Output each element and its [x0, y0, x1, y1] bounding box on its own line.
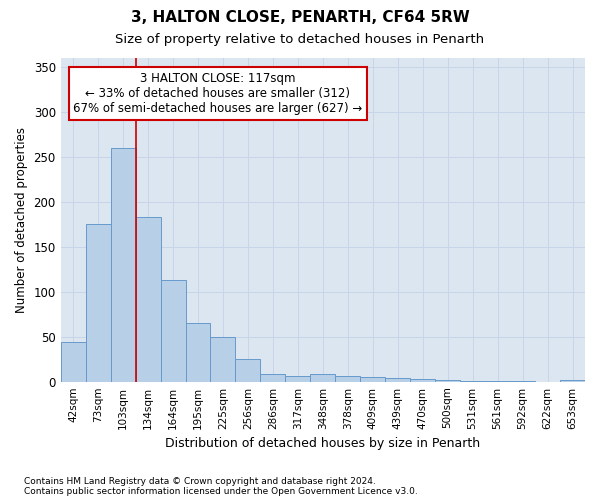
Bar [560, 380, 585, 382]
Bar [110, 148, 136, 382]
Bar [335, 376, 360, 382]
Bar [360, 377, 385, 382]
Text: Contains HM Land Registry data © Crown copyright and database right 2024.: Contains HM Land Registry data © Crown c… [24, 477, 376, 486]
Bar [136, 217, 161, 382]
X-axis label: Distribution of detached houses by size in Penarth: Distribution of detached houses by size … [165, 437, 481, 450]
Bar [435, 380, 460, 382]
Text: Size of property relative to detached houses in Penarth: Size of property relative to detached ho… [115, 32, 485, 46]
Bar [260, 374, 286, 382]
Bar [460, 381, 485, 382]
Bar [410, 379, 435, 382]
Text: 3, HALTON CLOSE, PENARTH, CF64 5RW: 3, HALTON CLOSE, PENARTH, CF64 5RW [131, 10, 469, 25]
Text: Contains public sector information licensed under the Open Government Licence v3: Contains public sector information licen… [24, 487, 418, 496]
Bar [185, 323, 211, 382]
Bar [385, 378, 410, 382]
Y-axis label: Number of detached properties: Number of detached properties [15, 126, 28, 312]
Bar [161, 280, 185, 382]
Bar [510, 381, 535, 382]
Bar [286, 376, 310, 382]
Bar [86, 224, 110, 382]
Bar [310, 374, 335, 382]
Bar [211, 336, 235, 382]
Text: 3 HALTON CLOSE: 117sqm
← 33% of detached houses are smaller (312)
67% of semi-de: 3 HALTON CLOSE: 117sqm ← 33% of detached… [73, 72, 362, 115]
Bar [235, 359, 260, 382]
Bar [61, 342, 86, 382]
Bar [485, 381, 510, 382]
